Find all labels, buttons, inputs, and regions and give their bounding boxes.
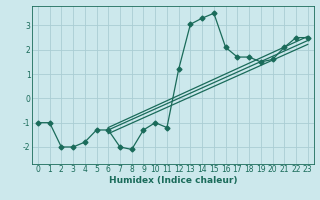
X-axis label: Humidex (Indice chaleur): Humidex (Indice chaleur) xyxy=(108,176,237,185)
